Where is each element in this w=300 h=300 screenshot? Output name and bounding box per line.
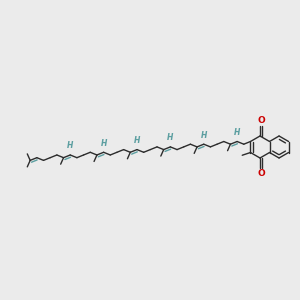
Text: H: H xyxy=(234,128,240,137)
Text: H: H xyxy=(167,134,174,142)
Text: H: H xyxy=(134,136,140,145)
Text: O: O xyxy=(258,169,266,178)
Text: O: O xyxy=(258,116,266,125)
Text: H: H xyxy=(100,139,107,148)
Text: H: H xyxy=(67,142,74,151)
Text: H: H xyxy=(201,131,207,140)
